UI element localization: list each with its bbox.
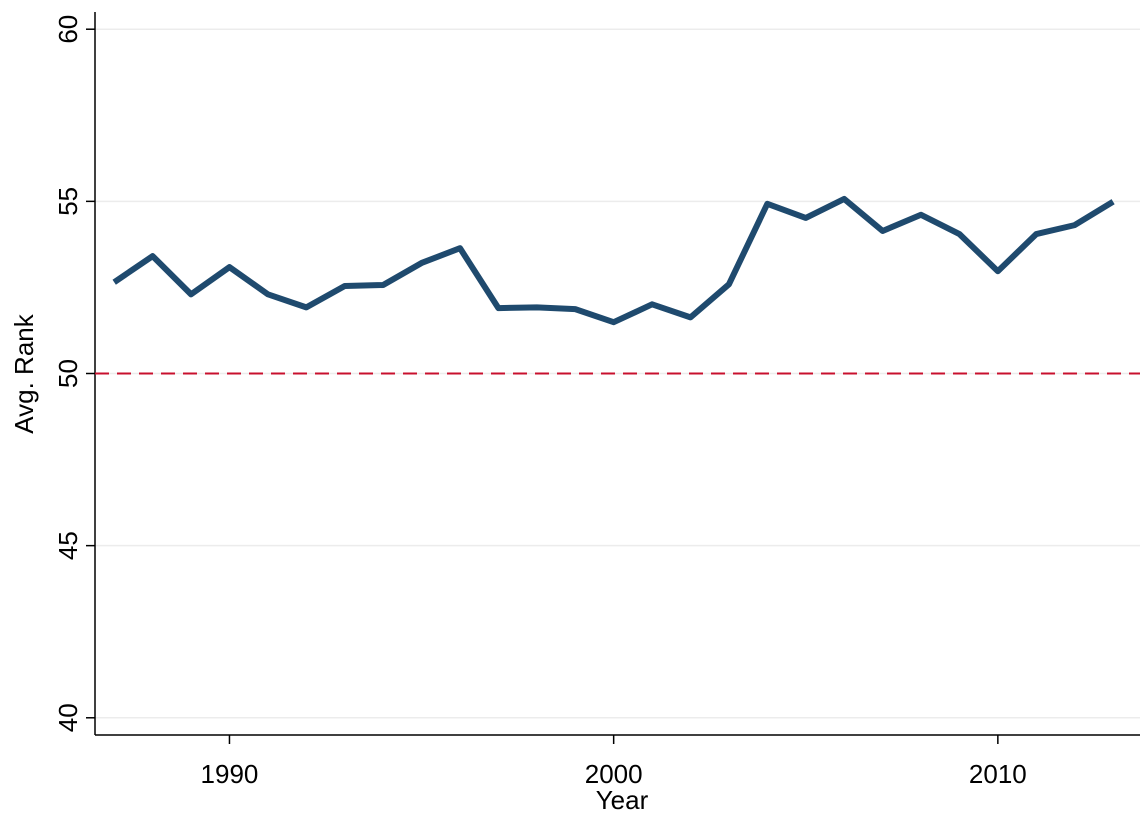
y-tick-label: 40	[53, 703, 83, 732]
x-axis-label: Year	[596, 785, 649, 815]
data-line	[112, 195, 1115, 326]
x-tick-label: 2000	[585, 759, 643, 789]
y-tick-label: 50	[53, 359, 83, 388]
y-tick-label: 55	[53, 187, 83, 216]
x-tick-label: 1990	[201, 759, 259, 789]
y-tick-label: 60	[53, 15, 83, 44]
x-tick-label: 2010	[969, 759, 1027, 789]
y-tick-label: 45	[53, 531, 83, 560]
y-axis-label: Avg. Rank	[9, 313, 39, 433]
